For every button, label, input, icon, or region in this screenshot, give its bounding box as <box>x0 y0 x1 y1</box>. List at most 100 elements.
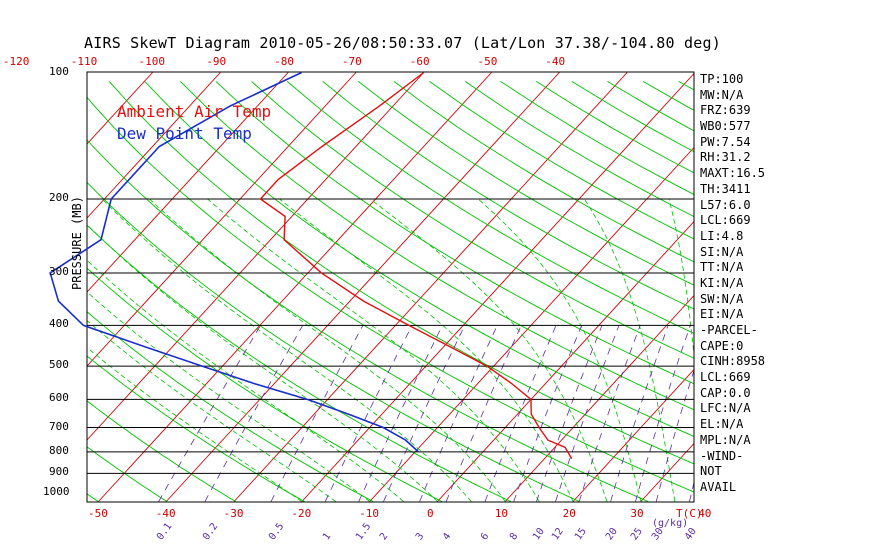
isotherm-line <box>87 72 357 367</box>
isotherm-line <box>98 72 492 502</box>
isotherm-line <box>504 294 694 502</box>
index-entry: L57:6.0 <box>700 197 751 212</box>
isotherm-line <box>437 220 694 502</box>
mixing-ratio-line <box>536 325 603 502</box>
mixing-unit-label: (g/kg) <box>652 518 689 529</box>
moist-adiabat-line <box>87 291 370 502</box>
moist-adiabat-line <box>87 259 404 502</box>
dry-adiabat-line <box>857 81 870 501</box>
dry-adiabat-line <box>87 181 580 502</box>
dry-adiabat-line <box>87 96 694 493</box>
pressure-tick-label: 400 <box>49 317 69 331</box>
moist-adiabat-line <box>369 198 608 502</box>
index-entry: CAP:0.0 <box>700 385 751 400</box>
mixing-ratio-line <box>445 325 522 502</box>
dry-adiabat-line <box>180 81 694 411</box>
index-entry: PW:7.54 <box>700 134 751 149</box>
dry-adiabat-line <box>393 81 694 263</box>
dry-adiabat-line <box>87 139 649 502</box>
mixing-ratio-line <box>555 325 620 502</box>
isotherm-line <box>776 73 870 502</box>
index-entry: MPL:N/A <box>700 432 751 447</box>
isotherm-line <box>0 73 17 502</box>
mixing-ratio-line <box>204 325 304 502</box>
isotherm-line <box>369 146 694 502</box>
dry-adiabat-line <box>821 81 870 501</box>
mixing-ratio-line <box>610 325 669 502</box>
mixing-ratio-line <box>383 325 466 502</box>
bottom-temp-tick-label: -30 <box>223 507 244 520</box>
isotherm-line <box>165 72 560 502</box>
index-entry: KI:N/A <box>700 275 744 290</box>
index-entry: LCL:669 <box>700 370 751 385</box>
isotherm-line <box>572 368 694 502</box>
index-entry: CAPE:0 <box>700 338 744 353</box>
dry-adiabat-line <box>251 81 694 359</box>
top-temp-tick-label: -120 <box>2 55 30 68</box>
dry-adiabat-line <box>87 493 99 502</box>
dry-adiabat-line <box>215 81 694 385</box>
index-entry: WB0:577 <box>700 119 751 134</box>
dry-adiabat-line <box>87 400 236 502</box>
legend-dew-point: Dew Point Temp <box>117 124 252 143</box>
chart-title: AIRS SkewT Diagram 2010-05-26/08:50:33.0… <box>84 34 721 52</box>
top-temp-tick-label: -40 <box>545 55 566 68</box>
pressure-tick-label: 1000 <box>43 484 70 498</box>
top-temp-tick-label: -60 <box>409 55 430 68</box>
bottom-temp-tick-label: -50 <box>88 507 108 520</box>
dry-adiabat-line <box>785 81 870 501</box>
top-temp-tick-label: -110 <box>70 55 98 68</box>
isotherm-line <box>87 72 425 441</box>
plot-frame <box>86 71 695 503</box>
index-entry: FRZ:639 <box>700 103 751 118</box>
index-entry: NOT <box>700 464 722 479</box>
mixing-ratio-line <box>578 325 641 502</box>
index-entry: MAXT:16.5 <box>700 166 766 181</box>
index-entry: EI:N/A <box>700 307 744 322</box>
dry-adiabat-line <box>87 311 374 502</box>
top-temp-tick-label: -90 <box>206 55 227 68</box>
pressure-tick-label: 200 <box>49 190 69 204</box>
dry-adiabat-line <box>87 446 168 502</box>
index-entry: -WIND- <box>700 448 744 463</box>
bottom-temp-tick-label: 10 <box>494 507 509 520</box>
top-temp-tick-label: -100 <box>138 55 166 68</box>
dry-adiabat-line <box>358 81 694 286</box>
legend-air-temp: Ambient Air Temp <box>117 102 272 121</box>
bottom-temp-tick-label: 30 <box>630 507 644 520</box>
dry-adiabat-line <box>87 267 443 502</box>
moist-adiabat-line <box>149 198 506 502</box>
index-entry: TT:N/A <box>700 260 744 275</box>
moist-adiabat-line <box>279 198 574 502</box>
isotherm-line <box>87 72 289 293</box>
top-temp-tick-label: -70 <box>341 55 362 68</box>
index-entry: RH:31.2 <box>700 150 751 165</box>
dry-adiabat-line <box>750 81 870 501</box>
bottom-temp-tick-label: 0 <box>427 507 434 520</box>
dry-adiabat-line <box>87 224 511 502</box>
y-axis-label: PRESSURE (MB) <box>70 196 84 290</box>
index-entry: -PARCEL- <box>700 323 758 337</box>
index-entry: TH:3411 <box>700 181 751 196</box>
ambient-air-temp-line <box>259 71 573 459</box>
pressure-tick-label: 900 <box>49 465 69 479</box>
mixing-ratio-line <box>635 325 691 502</box>
isotherm-line <box>87 72 221 219</box>
index-entry: AVAIL <box>700 479 737 494</box>
plot-area <box>0 72 870 502</box>
index-entry: SI:N/A <box>700 244 744 259</box>
index-entry: SW:N/A <box>700 291 744 306</box>
moist-adiabat-line <box>87 346 303 502</box>
moist-adiabat-line <box>207 198 540 502</box>
index-entry: TP:100 <box>700 72 744 86</box>
mixing-ratio-line <box>358 325 443 502</box>
pressure-tick-label: 600 <box>49 391 69 405</box>
bottom-temp-tick-label: 40 <box>698 507 712 520</box>
moist-adiabat-line <box>583 198 676 502</box>
moist-adiabat-line <box>87 224 438 502</box>
dry-adiabat-line <box>464 81 694 218</box>
mixing-ratio-line <box>419 325 498 502</box>
dry-adiabat-line <box>0 81 29 501</box>
dew-point-temp-line <box>49 71 420 453</box>
